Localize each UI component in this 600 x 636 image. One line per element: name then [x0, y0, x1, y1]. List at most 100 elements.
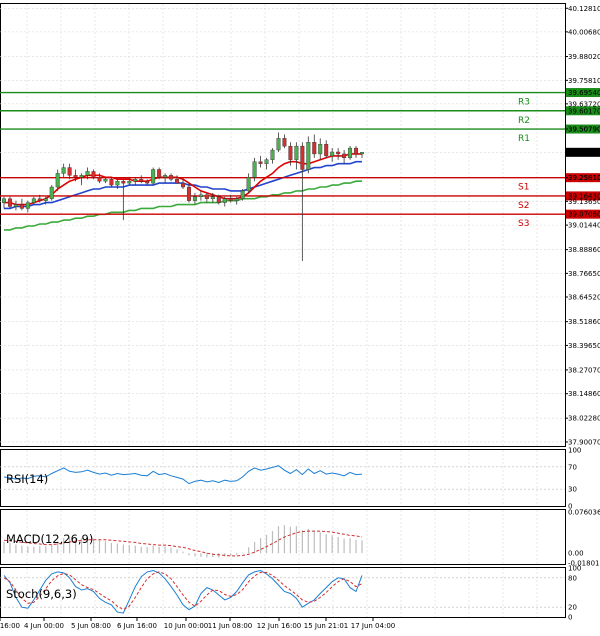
candle-body [115, 180, 120, 186]
support-resistance-levels: R3 39.69540 R2 39.60170 R1 39.50790 S1 39.25810… [0, 88, 600, 229]
stoch-main-line [3, 569, 363, 614]
candle-body [252, 161, 257, 178]
price-tick-label: 38.51860 [568, 318, 600, 326]
level-value-box [566, 106, 600, 116]
level-value-box [566, 173, 600, 183]
level-name-r1: R1 [518, 134, 530, 144]
price-tick-label: 39.13650 [568, 198, 600, 206]
candle-body [300, 145, 305, 170]
macd-signal-line [3, 530, 363, 557]
candle-body [127, 180, 132, 184]
level-value-label: 39.16430 [568, 192, 600, 200]
candle-body [330, 151, 335, 157]
candle-body [258, 161, 263, 164]
price-tick-label: 38.02280 [568, 415, 600, 423]
time-tick-label: 6 Jun 16:00 [117, 622, 157, 630]
rsi-panel-frame [0, 449, 566, 507]
candle-body [61, 167, 66, 174]
candle-body [294, 145, 299, 160]
candle-body [324, 143, 329, 157]
candle-body [360, 152, 364, 155]
candle-body [246, 177, 251, 192]
level-name-s1: S1 [518, 183, 529, 193]
price-grid [0, 4, 565, 617]
candle-body [175, 179, 180, 184]
candle-body [163, 175, 168, 178]
stoch-tick-label: 100 [568, 565, 581, 573]
stoch-title: Stoch(9,6,3) [6, 587, 77, 601]
level-value-box [566, 209, 600, 219]
candle-body [240, 190, 245, 199]
price-tick-label: 39.50790 [568, 126, 600, 134]
candle-body [288, 145, 293, 160]
level-value-box [566, 124, 600, 134]
current-price-label: 39.38828 [568, 149, 600, 157]
price-tick-label: 39.75810 [568, 77, 600, 85]
candle-body [306, 142, 311, 170]
rsi-tick-label: 70 [568, 463, 577, 471]
candle-body [312, 142, 317, 155]
candle-body [43, 198, 48, 201]
time-tick-label: 5 Jun 08:00 [71, 622, 111, 630]
current-price-box [566, 147, 600, 157]
stoch-tick-label: 80 [568, 574, 577, 582]
candle-body [186, 186, 191, 201]
rsi-tick-label: 0 [568, 503, 572, 511]
candle-body [234, 198, 239, 201]
candle-body [216, 196, 221, 203]
panel-frames [0, 3, 566, 618]
candle-body [109, 179, 114, 186]
level-value-label: 39.69540 [568, 89, 600, 97]
price-tick-label: 38.88860 [568, 246, 600, 254]
price-tick-label: 39.38828 [568, 149, 600, 157]
stoch-tick-label: 20 [568, 604, 577, 612]
candle-body [49, 186, 54, 199]
price-tick-label: 38.64520 [568, 294, 600, 302]
rsi-layer: 100 70 30 0 [0, 447, 581, 511]
price-tick-label: 38.76650 [568, 270, 600, 278]
candle-body [336, 151, 341, 155]
candle-body [19, 204, 24, 209]
price-tick-label: 38.39650 [568, 342, 600, 350]
time-tick-label: 15 Jun 21:01 [304, 622, 348, 630]
candle-body [121, 180, 126, 184]
price-axis: 40.12810 40.00680 39.88020 39.75810 39.63720… [565, 5, 600, 446]
macd-tick-label: 0.00 [568, 550, 584, 558]
candle-body [133, 179, 138, 182]
price-panel-frame [0, 3, 566, 447]
price-tick-label: 40.12810 [568, 5, 600, 13]
candle-body [151, 169, 156, 184]
candle-body [210, 196, 215, 199]
level-value-label: 39.25810 [568, 174, 600, 182]
candle-body [181, 182, 185, 188]
time-axis: 3 Jun 16:00 4 Jun 00:00 5 Jun 08:00 6 Jun 1… [0, 618, 395, 630]
rsi-tick-label: 30 [568, 486, 577, 494]
candle-body [342, 153, 347, 159]
candles [2, 132, 364, 262]
candle-body [97, 177, 102, 182]
candle-body [73, 175, 78, 178]
candle-body [282, 138, 287, 147]
price-tick-label: 39.01440 [568, 222, 600, 230]
candle-body [222, 198, 227, 203]
candle-body [354, 147, 359, 155]
candle-body [91, 171, 96, 178]
price-tick-label: 40.00680 [568, 28, 600, 36]
candle-body [79, 175, 84, 178]
time-tick-label: 4 Jun 00:00 [24, 622, 64, 630]
price-tick-label: 39.63720 [568, 100, 600, 108]
candle-body [103, 179, 108, 182]
level-value-label: 39.50790 [568, 126, 600, 134]
candle-body [55, 173, 60, 188]
candle-body [7, 198, 12, 207]
rsi-line [3, 465, 363, 485]
rsi-tick-label: 100 [568, 447, 581, 455]
rsi-title: RSI(14) [6, 472, 48, 486]
candle-body [192, 196, 197, 201]
candle-body [157, 169, 162, 178]
stoch-panel-frame [0, 567, 566, 618]
time-tick-label: 3 Jun 16:00 [0, 622, 20, 630]
